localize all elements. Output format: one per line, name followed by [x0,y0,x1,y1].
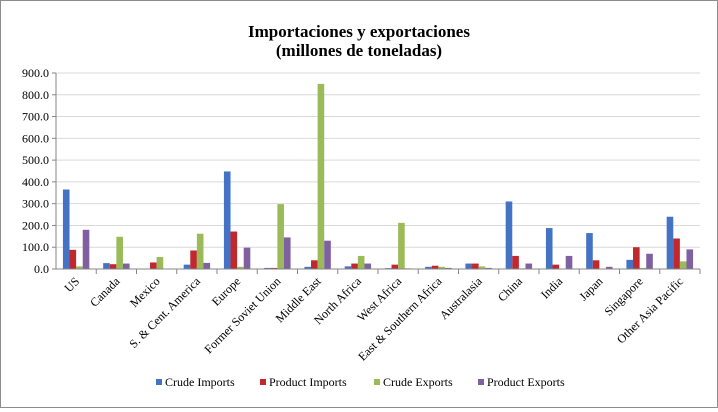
bar [190,250,197,269]
bar [392,265,399,269]
bar [680,261,687,269]
bar [626,260,633,269]
bar [203,263,210,269]
y-tick-label: 700.0 [22,110,49,124]
legend-swatch [374,379,380,385]
bar [398,223,405,269]
bar [103,263,110,269]
legend-swatch [156,379,162,385]
y-tick-label: 0.0 [34,262,49,276]
legend-label: Product Exports [487,375,565,389]
x-tick-label: India [538,274,566,302]
bar [593,260,600,269]
x-tick-label: China [495,274,526,305]
y-tick-label: 600.0 [22,131,49,145]
x-tick-label: Europe [209,274,243,308]
bar [224,171,231,269]
chart-title: Importaciones y exportaciones [248,22,470,41]
bar [123,264,130,269]
bar [244,248,251,269]
x-tick-label: Canada [87,274,123,310]
bar [358,256,365,269]
legend-swatch [260,379,266,385]
y-axis-ticks: 0.0 100.0 200.0 300.0 400.0 500.0 600.0 700.0 80… [22,66,56,276]
bar [673,239,680,269]
y-tick-label: 100.0 [22,240,49,254]
bar [546,228,553,269]
gridlines [56,73,700,247]
x-tick-label: Japan [576,274,605,303]
bar [70,250,77,269]
bar [197,234,204,269]
bar [110,264,117,269]
bar [116,237,123,269]
y-tick-label: 800.0 [22,88,49,102]
x-tick-label: Australasia [437,274,486,323]
bar [311,260,318,269]
bar [324,241,331,269]
bar [633,247,640,269]
bar [157,257,164,269]
bar [566,256,573,269]
bar [351,264,358,269]
x-tick-label: Mexico [127,274,163,310]
legend-swatch [478,379,484,385]
y-tick-label: 300.0 [22,197,49,211]
legend-label: Product Imports [269,375,347,389]
bar [150,262,157,269]
bar [63,190,70,269]
bar [231,232,238,269]
chart-subtitle: (millones de toneladas) [276,41,442,60]
legend-label: Crude Exports [383,375,453,389]
legend-label: Crude Imports [165,375,235,389]
legend: Crude Imports Product Imports Crude Export… [156,375,565,389]
bar [686,249,693,269]
x-tick-label: US [61,274,82,295]
y-tick-label: 500.0 [22,153,49,167]
x-tick-label: S. & Cent. America [126,274,203,351]
bar [364,264,371,269]
y-tick-label: 200.0 [22,218,49,232]
bar [83,230,90,269]
bar [506,201,513,269]
bar [318,84,325,269]
bar [277,204,284,269]
bar [465,264,472,269]
bar [512,256,519,269]
bars [63,84,693,269]
y-tick-label: 900.0 [22,66,49,80]
bar [586,233,593,269]
bar [553,265,560,269]
bar [667,217,674,269]
y-tick-label: 400.0 [22,175,49,189]
bar [284,237,291,269]
x-tick-label: Former Soviet Union [201,274,283,356]
bar [646,254,653,269]
bar [184,265,191,269]
bar [472,264,479,269]
bar [525,264,532,269]
